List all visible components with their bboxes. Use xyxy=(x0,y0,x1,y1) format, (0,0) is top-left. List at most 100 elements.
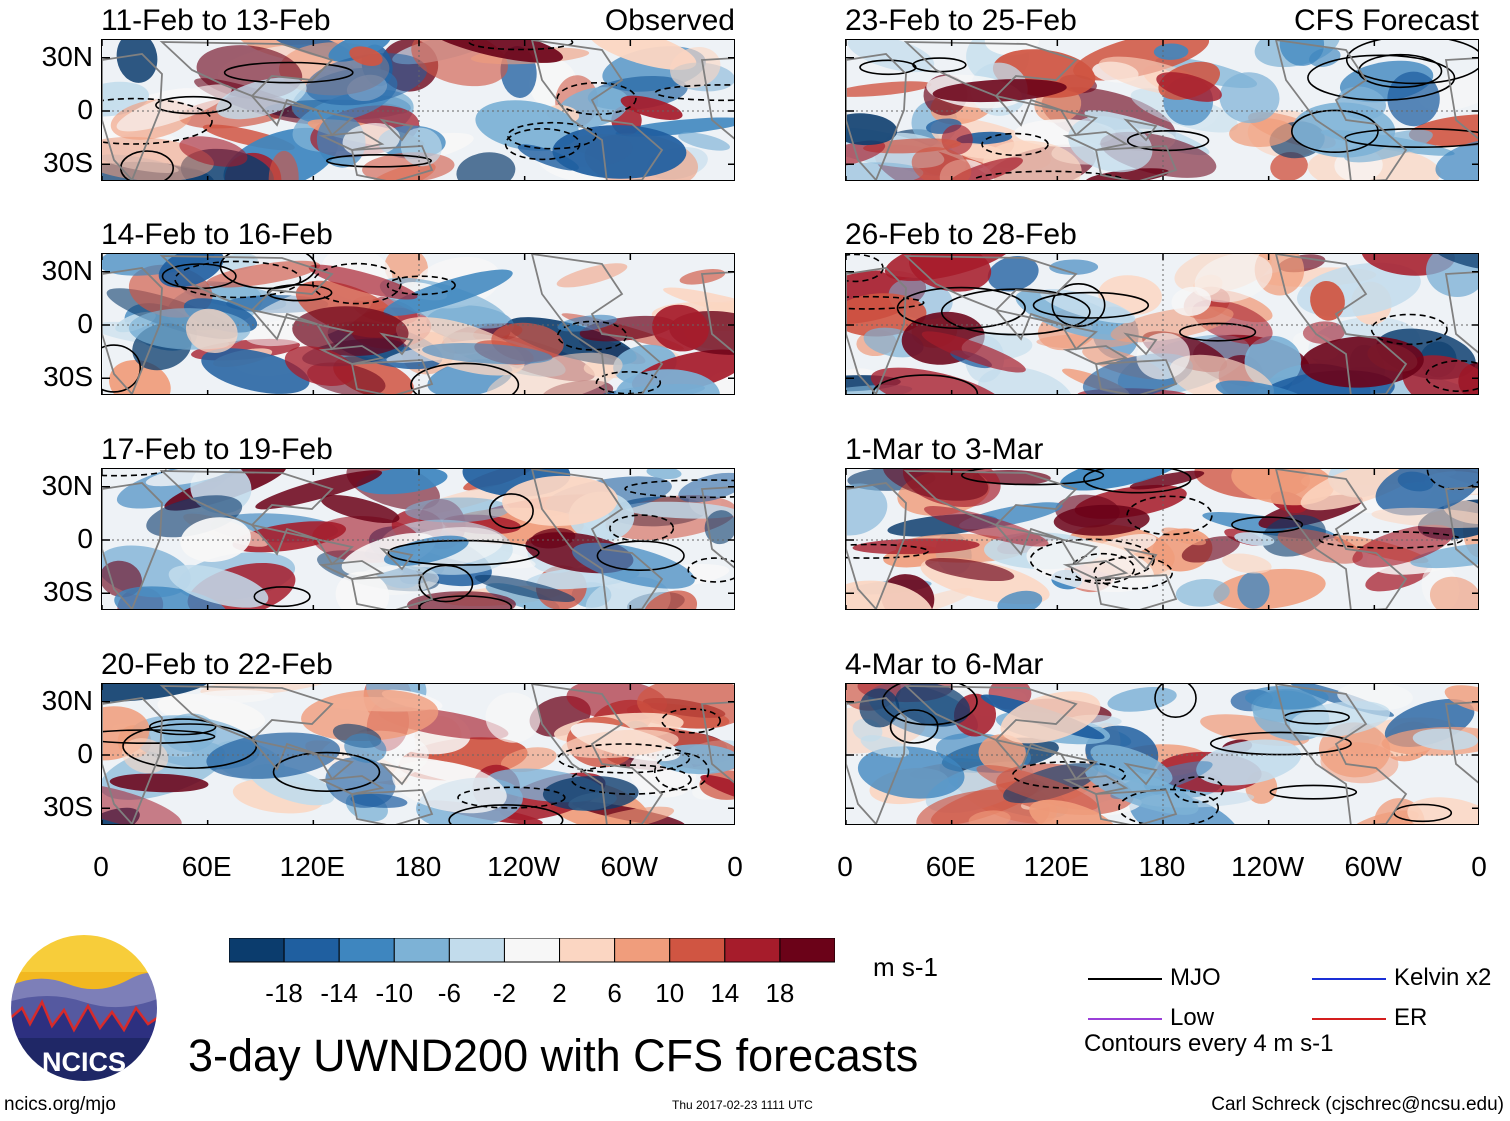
anomaly-blob xyxy=(1302,321,1345,344)
anomaly-blob xyxy=(1055,494,1120,528)
continent-outline xyxy=(102,697,163,824)
continent-outline xyxy=(1094,145,1178,180)
anomaly-blob xyxy=(1107,686,1177,712)
panel-date-label: 23-Feb to 25-Feb xyxy=(845,4,1077,37)
contour-note: Contours every 4 m s-1 xyxy=(1084,1030,1334,1057)
anomaly-blob xyxy=(1444,685,1478,715)
anomaly-blob xyxy=(1408,114,1478,147)
continent-outline xyxy=(1444,271,1478,354)
mjo-contour xyxy=(1358,53,1443,89)
panel-date-label: 1-Mar to 3-Mar xyxy=(845,433,1044,466)
latitude-tick-label: 30N xyxy=(41,469,93,501)
mjo-contour xyxy=(102,729,216,744)
anomaly-blob xyxy=(1196,739,1302,786)
anomaly-blob xyxy=(620,95,683,120)
longitude-tick-label: 180 xyxy=(394,851,442,882)
anomaly-blob xyxy=(349,46,383,66)
anomaly-blob xyxy=(168,564,269,608)
longitude-tick-label: 120W xyxy=(487,851,561,882)
anomaly-blob xyxy=(486,352,623,394)
anomaly-blob xyxy=(669,47,721,88)
latitude-tick-label: 0 xyxy=(77,523,93,554)
anomaly-blob xyxy=(846,483,888,536)
anomaly-blob xyxy=(1433,254,1478,270)
anomaly-blob xyxy=(474,574,575,602)
continent-outline xyxy=(1094,359,1178,394)
colorbar-swatch xyxy=(724,938,781,963)
anomaly-blob xyxy=(1300,469,1426,511)
anomaly-blob xyxy=(615,369,720,394)
mjo-contour xyxy=(448,804,564,824)
mjo-contour xyxy=(595,371,662,394)
mjo-contour xyxy=(972,170,1126,180)
anomaly-blob xyxy=(206,732,341,779)
continent-outline xyxy=(102,267,163,394)
anomaly-blob xyxy=(859,688,900,728)
longitude-tick-label: 60E xyxy=(925,851,976,882)
column-tag: Observed xyxy=(604,4,735,37)
anomaly-blob xyxy=(1029,799,1118,824)
footer-url[interactable]: ncics.org/mjo xyxy=(4,1094,116,1115)
continent-outline xyxy=(102,482,163,609)
mjo-contour xyxy=(102,344,142,393)
continent-outline xyxy=(350,359,434,394)
colorbar-swatch xyxy=(393,938,450,963)
mjo-contour xyxy=(1231,516,1304,534)
anomaly-blob xyxy=(1300,336,1424,388)
anomaly-blob xyxy=(179,136,248,167)
continent-outline xyxy=(159,685,334,742)
continent-outline xyxy=(1444,486,1478,569)
longitude-tick-label: 0 xyxy=(837,851,853,882)
uwnd-map-panel xyxy=(101,253,735,395)
panel-date-label: 4-Mar to 6-Mar xyxy=(845,648,1044,681)
anomaly-blob xyxy=(320,494,400,524)
continent-outline xyxy=(846,267,907,394)
anomaly-blob xyxy=(968,810,1011,824)
continent-outline xyxy=(700,271,734,354)
mjo-contour xyxy=(609,514,675,543)
mjo-contour xyxy=(1032,291,1150,319)
anomaly-blob xyxy=(1371,507,1478,529)
mjo-contour xyxy=(881,684,978,726)
legend-label: MJO xyxy=(1170,964,1221,991)
anomaly-blob xyxy=(582,806,675,824)
continent-outline xyxy=(903,41,1078,98)
colorbar-swatch xyxy=(779,938,835,963)
mjo-contour xyxy=(1370,313,1448,346)
continent-outline xyxy=(700,57,734,140)
anomaly-blob xyxy=(542,775,639,811)
anomaly-blob xyxy=(624,501,734,519)
anomaly-blob xyxy=(517,144,579,171)
colorbar-swatch xyxy=(614,938,671,963)
anomaly-blob xyxy=(1136,332,1190,380)
uwnd-map-panel xyxy=(845,39,1479,181)
mjo-contour xyxy=(1154,684,1197,718)
continent-outline xyxy=(1062,131,1129,151)
continent-outline xyxy=(531,684,664,824)
mjo-contour xyxy=(653,752,710,791)
continent-outline xyxy=(102,53,163,180)
continent-outline xyxy=(1275,40,1408,180)
mjo-contour xyxy=(557,320,628,351)
colorbar-tick-label: -18 xyxy=(265,978,303,1008)
anomaly-blob xyxy=(1194,254,1273,303)
uwnd-map-panel xyxy=(101,39,735,181)
legend-line-swatch xyxy=(1312,1018,1386,1020)
continent-outline xyxy=(1444,57,1478,140)
anomaly-blob xyxy=(500,747,557,773)
anomaly-blob xyxy=(1245,685,1329,710)
anomaly-blob xyxy=(1412,728,1478,751)
anomaly-blob xyxy=(846,140,886,167)
colorbar-tick-label: 14 xyxy=(710,978,740,1008)
anomaly-blob xyxy=(1049,259,1099,275)
continent-outline xyxy=(1062,775,1129,795)
mjo-contour xyxy=(872,374,979,394)
legend-line-swatch xyxy=(1088,978,1162,980)
figure-title: 3-day UWND200 with CFS forecasts xyxy=(188,1030,919,1081)
mjo-contour xyxy=(457,786,566,809)
mjo-contour xyxy=(1344,128,1478,148)
continent-outline xyxy=(903,255,1078,312)
anomaly-blob xyxy=(572,542,695,589)
anomaly-blob xyxy=(1234,532,1275,546)
colorbar-tick-label: 18 xyxy=(765,978,795,1008)
